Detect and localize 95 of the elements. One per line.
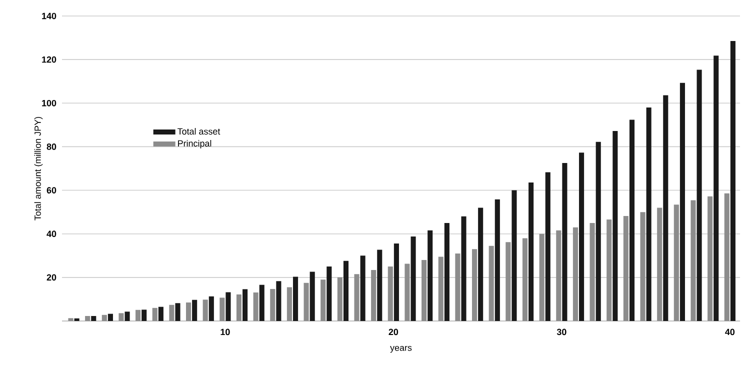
bar xyxy=(506,242,511,321)
bar xyxy=(394,243,399,321)
bar xyxy=(488,246,494,321)
bar xyxy=(371,270,376,321)
bar xyxy=(208,296,214,321)
bar xyxy=(455,253,460,321)
bar xyxy=(276,281,282,321)
bar xyxy=(270,288,276,321)
y-tick-label: 20 xyxy=(46,274,56,281)
bar xyxy=(388,266,393,321)
bar xyxy=(545,172,550,321)
bar xyxy=(286,287,292,321)
bar xyxy=(259,284,264,321)
y-tick-label: 120 xyxy=(42,56,56,63)
bar xyxy=(422,260,427,321)
bar xyxy=(169,304,174,321)
bar xyxy=(562,163,568,321)
bar xyxy=(663,95,668,321)
bar xyxy=(108,314,113,321)
bar xyxy=(646,107,652,321)
bar xyxy=(136,310,141,321)
bar xyxy=(444,222,450,321)
bar xyxy=(343,260,349,321)
bar xyxy=(85,316,90,321)
bar xyxy=(354,274,360,321)
x-tick-label: 40 xyxy=(725,328,735,336)
y-axis-title: Total amount (million JPY) xyxy=(34,116,43,220)
bar xyxy=(579,152,584,321)
y-tick-label: 80 xyxy=(46,144,56,150)
legend-label: Total asset xyxy=(178,128,220,135)
bar xyxy=(606,219,612,321)
x-tick-label: 30 xyxy=(556,328,566,336)
bar xyxy=(124,312,130,321)
bar xyxy=(714,56,719,321)
bar xyxy=(428,230,433,321)
bar xyxy=(461,216,466,321)
bar xyxy=(202,300,208,321)
x-tick-label: 20 xyxy=(388,328,398,336)
bar xyxy=(242,289,248,321)
bar xyxy=(690,200,696,321)
bar xyxy=(158,306,164,321)
bar xyxy=(724,193,730,321)
bar xyxy=(326,266,332,321)
x-axis-title: years xyxy=(390,346,412,353)
bar xyxy=(556,230,562,321)
bar xyxy=(522,238,528,321)
bar xyxy=(220,298,225,321)
bar xyxy=(512,190,517,321)
bar xyxy=(494,199,500,321)
bar xyxy=(539,234,544,321)
y-tick-label: 60 xyxy=(46,187,56,194)
bar xyxy=(478,208,484,321)
bar xyxy=(304,282,309,321)
bar xyxy=(472,249,478,321)
bar xyxy=(680,82,685,321)
y-tick-label: 40 xyxy=(46,230,56,238)
bar xyxy=(623,216,628,321)
bar xyxy=(175,303,180,321)
bar xyxy=(118,313,124,321)
bar xyxy=(657,208,662,321)
bar xyxy=(377,250,382,321)
bar xyxy=(612,131,618,321)
bar xyxy=(91,316,96,321)
bar xyxy=(186,302,192,321)
bar xyxy=(590,222,595,321)
bar xyxy=(708,196,713,321)
bar xyxy=(102,314,107,321)
bar xyxy=(226,292,231,321)
bar xyxy=(674,204,679,321)
bar xyxy=(596,142,601,321)
y-tick-label: 140 xyxy=(42,12,56,20)
bar xyxy=(528,182,534,321)
bar xyxy=(292,276,298,321)
bar xyxy=(438,256,444,321)
bar xyxy=(572,227,578,321)
bar xyxy=(152,308,158,321)
bar xyxy=(253,292,258,321)
bar xyxy=(640,212,646,321)
bar xyxy=(360,256,366,321)
bar xyxy=(236,294,242,321)
legend-label: Principal xyxy=(178,140,212,148)
bar xyxy=(337,277,342,321)
bar xyxy=(68,318,74,321)
y-tick-label: 100 xyxy=(42,100,56,106)
x-tick-label: 10 xyxy=(220,328,230,336)
bar xyxy=(74,318,80,321)
bar xyxy=(629,120,635,321)
bar xyxy=(320,280,326,321)
bar xyxy=(192,300,198,321)
bar xyxy=(404,264,410,321)
bar xyxy=(730,41,736,321)
bar xyxy=(142,310,147,321)
bar xyxy=(410,236,416,321)
bar xyxy=(696,70,702,321)
bar xyxy=(310,272,315,321)
